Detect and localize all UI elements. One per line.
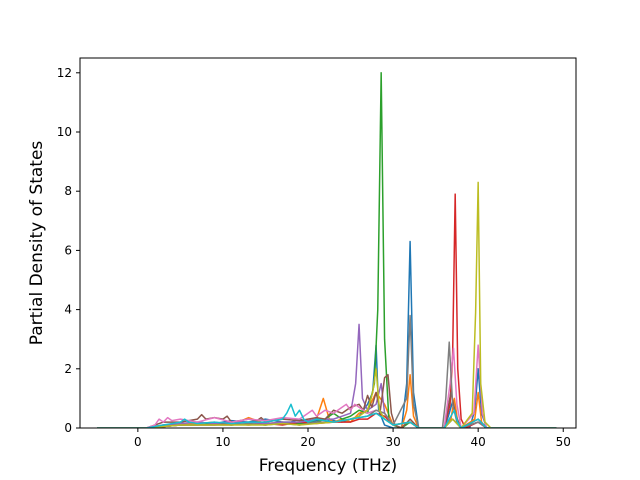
y-tick-label: 6: [64, 243, 72, 257]
x-tick-label: 40: [471, 435, 486, 449]
x-axis-label: Frequency (THz): [259, 456, 398, 476]
y-axis-label: Partial Density of States: [27, 141, 47, 346]
series-line-8: [97, 181, 557, 428]
y-tick-label: 12: [57, 66, 72, 80]
y-tick-label: 8: [64, 184, 72, 198]
y-axis: 0 2 4 6 8 10 12: [57, 66, 80, 435]
y-tick-label: 0: [64, 421, 72, 435]
x-tick-label: 10: [215, 435, 230, 449]
series-line-2: [97, 72, 557, 428]
x-tick-label: 50: [556, 435, 571, 449]
x-axis: 0 10 20 30 40 50: [134, 428, 571, 449]
series-line-3: [97, 193, 557, 428]
plot-frame: [79, 57, 577, 429]
series-layer: [97, 72, 557, 428]
x-tick-label: 30: [385, 435, 400, 449]
series-line-6: [97, 344, 557, 428]
x-tick-label: 20: [300, 435, 315, 449]
series-line-9: [97, 403, 557, 428]
x-tick-label: 0: [134, 435, 142, 449]
series-line-0: [97, 240, 557, 428]
y-tick-label: 2: [64, 362, 72, 376]
y-tick-label: 4: [64, 303, 72, 317]
y-tick-label: 10: [57, 125, 72, 139]
